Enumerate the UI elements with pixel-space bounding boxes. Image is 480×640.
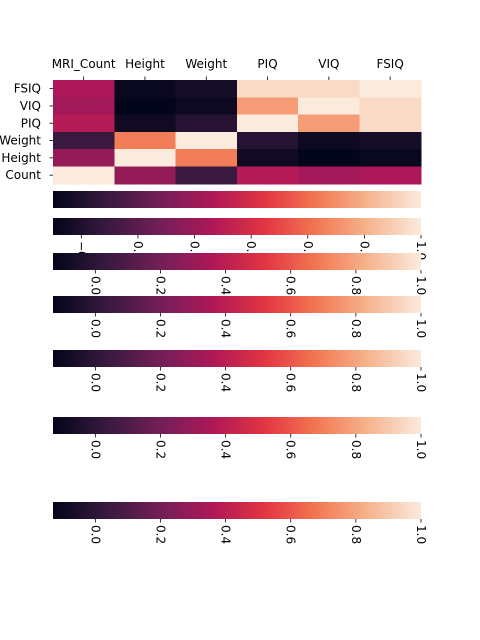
colorbar-gradient (53, 350, 421, 367)
colorbar-tick-label: 0.8 (349, 440, 363, 459)
heatmap-cell (236, 166, 299, 185)
heatmap (53, 80, 422, 185)
heatmap-cell (53, 166, 115, 185)
y-tick-label: Height (1, 151, 41, 165)
heatmap-cell (114, 166, 177, 185)
y-tick-label: FSIQ (14, 82, 41, 96)
x-tick-label: Weight (185, 57, 227, 71)
colorbar (53, 191, 421, 208)
y-tick-label: VIQ (20, 99, 41, 113)
colorbar-gradient (53, 417, 421, 434)
heatmap-cell (53, 131, 115, 150)
y-axis-labels: FSIQ VIQ PIQ Weight Height Count (0, 82, 53, 182)
heatmap-cell (298, 114, 361, 133)
colorbars: −0.20.00.20.40.60.81.0 0.0 0.2 0.4 0.6 0.8 1.0… (53, 191, 428, 544)
heatmap-cell (236, 97, 299, 116)
x-tick-label: FSIQ (377, 57, 404, 71)
heatmap-cell (114, 97, 177, 116)
colorbar-tick-label: 0.6 (284, 373, 298, 392)
colorbar-tick-label: 0.4 (219, 319, 233, 338)
x-tick-label: PIQ (257, 57, 277, 71)
heatmap-cell (114, 114, 177, 133)
heatmap-cell (359, 166, 422, 185)
colorbar-tick-label: 0.8 (349, 373, 363, 392)
colorbar-tick-label: 1.0 (414, 525, 428, 544)
heatmap-cell (175, 97, 238, 116)
heatmap-cell (298, 131, 361, 150)
colorbar: 0.0 0.2 0.4 0.6 0.8 1.0 (53, 417, 428, 459)
heatmap-cell (298, 97, 361, 116)
heatmap-cell (53, 97, 115, 116)
heatmap-cell (298, 149, 361, 168)
heatmap-cell (236, 149, 299, 168)
colorbar-tick-label: 0.0 (88, 440, 102, 459)
heatmap-cell (175, 114, 238, 133)
colorbar-gradient (53, 218, 421, 235)
colorbar: 0.0 0.2 0.4 0.6 0.8 1.0 (53, 296, 428, 338)
x-axis-labels: MRI_Count Height Weight PIQ VIQ FSIQ (52, 57, 404, 80)
colorbar-tick-label: 1.0 (414, 373, 428, 392)
colorbar: 0.0 0.2 0.4 0.6 0.8 1.0 (53, 253, 428, 295)
y-tick-label: Weight (0, 134, 41, 148)
colorbar-tick-label: 0.2 (153, 373, 167, 392)
colorbar-tick-label: 0.4 (219, 276, 233, 295)
heatmap-cell (175, 166, 238, 185)
heatmap-cell (359, 114, 422, 133)
x-tick-label: MRI_Count (52, 57, 116, 71)
colorbar-tick-label: 0.4 (219, 440, 233, 459)
x-tick-label: VIQ (318, 57, 339, 71)
heatmap-cell (53, 149, 115, 168)
colorbar: 0.0 0.2 0.4 0.6 0.8 1.0 (53, 350, 428, 392)
colorbar-gradient (53, 253, 421, 270)
colorbar-tick-label: 0.8 (349, 525, 363, 544)
heatmap-cell (175, 131, 238, 150)
colorbar-tick-label: 1.0 (414, 319, 428, 338)
colorbar-gradient (53, 191, 421, 208)
colorbar-tick-label: 0.0 (88, 373, 102, 392)
heatmap-cell (298, 166, 361, 185)
colorbar-gradient (53, 296, 421, 313)
colorbar-tick-label: 0.2 (153, 276, 167, 295)
heatmap-cell (298, 80, 361, 98)
heatmap-cell (236, 114, 299, 133)
x-tick-label: Height (125, 57, 165, 71)
colorbar-tick-label: 0.0 (88, 525, 102, 544)
colorbar-tick-label: 0.2 (153, 440, 167, 459)
heatmap-cell (114, 131, 177, 150)
heatmap-cell (114, 149, 177, 168)
colorbar-tick-label: 0.8 (349, 276, 363, 295)
heatmap-cell (236, 80, 299, 98)
colorbar-tick-label: 0.4 (219, 525, 233, 544)
colorbar-gradient (53, 502, 421, 519)
heatmap-cell (114, 80, 177, 98)
heatmap-cell (359, 149, 422, 168)
y-tick-label: Count (5, 168, 41, 182)
colorbar-tick-label: 0.6 (284, 276, 298, 295)
colorbar-tick-label: 0.6 (284, 440, 298, 459)
colorbar-tick-label: 1.0 (414, 276, 428, 295)
colorbar-tick-label: 0.6 (284, 319, 298, 338)
heatmap-cell (359, 80, 422, 98)
heatmap-cell (53, 114, 115, 133)
colorbar: 0.0 0.2 0.4 0.6 0.8 1.0 (53, 502, 428, 544)
colorbar-tick-label: 0.0 (88, 276, 102, 295)
colorbar: −0.20.00.20.40.60.81.0 (53, 218, 428, 270)
heatmap-cell (236, 131, 299, 150)
colorbar-tick-label: 0.2 (153, 319, 167, 338)
heatmap-cell (175, 149, 238, 168)
colorbar-tick-label: 1.0 (414, 440, 428, 459)
colorbar-tick-label: 0.4 (219, 373, 233, 392)
y-tick-label: PIQ (21, 116, 41, 130)
colorbar-tick-label: 0.6 (284, 525, 298, 544)
heatmap-cell (359, 131, 422, 150)
colorbar-tick-label: 0.0 (88, 319, 102, 338)
heatmap-cell (359, 97, 422, 116)
colorbar-tick-label: 0.8 (349, 319, 363, 338)
heatmap-cell (53, 80, 115, 98)
heatmap-cell (175, 80, 238, 98)
colorbar-tick-label: 0.2 (153, 525, 167, 544)
